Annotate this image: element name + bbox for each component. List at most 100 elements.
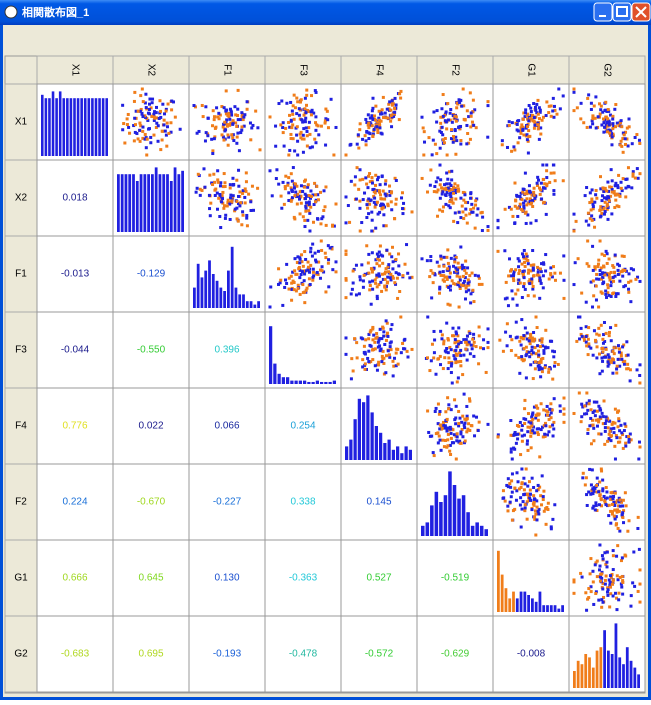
scatter-dot <box>535 499 539 503</box>
scatter-dot <box>548 425 552 429</box>
scatter-dot <box>311 193 315 197</box>
scatter-dot <box>613 107 617 111</box>
scatter-dot <box>611 114 615 118</box>
scatter-dot <box>420 115 424 119</box>
histogram-bar <box>538 591 542 612</box>
scatter-dot <box>595 345 599 349</box>
histogram-bar <box>457 498 461 536</box>
scatter-dot <box>218 113 222 117</box>
scatter-dot <box>625 137 629 141</box>
scatter-dot <box>536 265 540 269</box>
scatter-dot <box>586 337 590 341</box>
scatter-dot <box>526 258 530 262</box>
scatter-dot <box>615 574 619 578</box>
scatter-dot <box>212 137 216 141</box>
scatter-dot <box>548 180 552 184</box>
scatter-dot <box>301 291 305 295</box>
scatter-dot <box>438 287 442 291</box>
scatter-dot <box>472 340 476 344</box>
scatter-dot <box>449 195 453 199</box>
scatter-dot <box>441 93 445 97</box>
scatter-dot <box>384 284 388 288</box>
scatter-dot <box>513 204 517 208</box>
scatter-dot <box>486 228 490 232</box>
scatter-dot <box>572 578 576 582</box>
scatter-dot <box>527 495 531 499</box>
scatter-dot <box>237 168 241 172</box>
minimize-button[interactable] <box>593 2 613 22</box>
scatter-dot <box>329 97 333 101</box>
scatter-dot <box>301 133 305 137</box>
scatter-dot <box>231 121 235 125</box>
scatter-dot <box>213 180 217 184</box>
scatter-dot <box>617 409 621 413</box>
scatter-dot <box>591 279 595 283</box>
scatter-dot <box>375 273 379 277</box>
scatter-dot <box>600 347 604 351</box>
scatter-dot <box>595 424 599 428</box>
scatter-dot <box>292 288 296 292</box>
scatter-dot <box>526 191 530 195</box>
scatter-dot <box>438 270 442 274</box>
scatter-dot <box>349 292 353 296</box>
scatter-dot <box>543 186 547 190</box>
scatter-dot <box>445 429 449 433</box>
scatter-dot <box>530 339 534 343</box>
scatter-dot <box>296 100 300 104</box>
scatter-dot <box>509 274 513 278</box>
scatter-dot <box>598 102 602 106</box>
scatter-dot <box>604 249 608 253</box>
maximize-button[interactable] <box>612 2 632 22</box>
scatter-dot <box>327 285 331 289</box>
scatter-dot <box>450 279 454 283</box>
scatter-dot <box>448 303 452 307</box>
cell <box>188 387 266 465</box>
scatter-dot <box>139 94 143 98</box>
scatter-dot <box>300 270 304 274</box>
scatter-dot <box>615 192 619 196</box>
scatter-dot <box>583 194 587 198</box>
histogram-bar <box>48 98 51 156</box>
scatter-dot <box>173 115 177 119</box>
scatter-dot <box>406 271 410 275</box>
scatter-dot <box>405 349 409 353</box>
scatter-dot <box>435 109 439 113</box>
scatter-dot <box>455 139 459 143</box>
scatter-dot <box>523 398 527 402</box>
scatter-dot <box>523 287 527 291</box>
histogram-bar <box>324 381 328 384</box>
scatter-dot <box>308 229 312 233</box>
scatter-dot <box>449 436 453 440</box>
scatter-dot <box>351 269 355 273</box>
scatter-dot <box>196 172 200 176</box>
scatter-dot <box>247 192 251 196</box>
scatter-dot <box>600 554 604 558</box>
histogram-bar <box>154 167 158 232</box>
correlation-value: 0.666 <box>62 573 87 584</box>
scatter-dot <box>582 121 586 125</box>
scatter-dot <box>323 251 327 255</box>
scatter-dot <box>619 423 623 427</box>
histogram-bar <box>101 98 105 156</box>
scatter-dot <box>551 377 555 381</box>
scatter-dot <box>591 353 595 357</box>
scatter-dot <box>363 191 367 195</box>
scatter-dot <box>553 278 557 282</box>
scatter-dot <box>228 202 232 206</box>
scatter-dot <box>437 264 441 268</box>
scatter-dot <box>503 249 507 253</box>
scatter-dot <box>552 265 556 269</box>
scatter-dot <box>627 117 631 121</box>
scatter-dot <box>617 419 621 423</box>
scatter-dot <box>591 569 595 573</box>
scatter-dot <box>224 109 228 113</box>
scatter-dot <box>521 252 525 256</box>
scatter-dot <box>562 420 566 424</box>
scatter-dot <box>386 116 390 120</box>
scatter-dot <box>361 365 365 369</box>
scatter-dot <box>607 360 611 364</box>
scatter-dot <box>606 286 610 290</box>
scatter-dot <box>579 420 583 424</box>
scatter-dot <box>367 332 371 336</box>
scatter-dot <box>141 115 145 119</box>
